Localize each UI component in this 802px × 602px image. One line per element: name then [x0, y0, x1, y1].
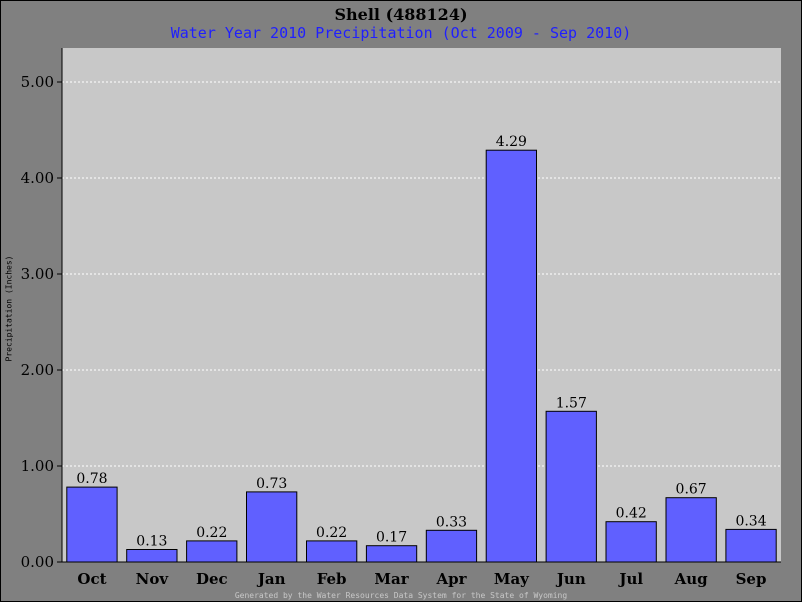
bar-jan — [246, 491, 298, 563]
bar-nov — [126, 549, 178, 563]
data-label: 0.22 — [196, 525, 227, 541]
x-tick-label: Oct — [77, 570, 106, 588]
plot-area — [62, 48, 781, 562]
bar-may — [485, 149, 538, 563]
bar-oct — [66, 486, 118, 563]
data-label: 0.34 — [735, 513, 766, 529]
y-tick-label: 5.00 — [21, 73, 54, 91]
bar-apr — [425, 529, 478, 563]
data-label: 0.22 — [316, 525, 347, 541]
x-axis: Oct Nov Dec Jan Feb Mar Apr May Jun Jul Aug Sep — [77, 570, 766, 588]
bar-mar — [365, 545, 418, 563]
bar-dec — [186, 540, 238, 563]
y-tick-label: 3.00 — [21, 265, 54, 283]
x-tick-label: Mar — [374, 570, 409, 588]
data-label: 0.67 — [676, 482, 707, 498]
y-tick-label: 2.00 — [21, 361, 54, 379]
bar-aug — [665, 497, 717, 563]
x-tick-label: Jun — [555, 570, 586, 588]
bar-jun — [545, 410, 597, 563]
x-tick-label: Aug — [674, 570, 709, 588]
data-label: 1.57 — [556, 395, 587, 411]
data-label: 0.42 — [616, 506, 647, 522]
x-tick-label: Jan — [256, 570, 286, 588]
x-tick-label: Apr — [435, 570, 467, 588]
y-tick-label: 1.00 — [21, 457, 54, 475]
y-tick-label: 0.00 — [21, 553, 54, 571]
y-tick-label: 4.00 — [21, 169, 54, 187]
data-label: 0.17 — [376, 530, 407, 546]
bars — [66, 149, 777, 563]
data-label: 0.13 — [136, 534, 167, 550]
x-tick-label: Dec — [196, 570, 228, 588]
x-tick-label: Nov — [136, 570, 170, 588]
chart-subtitle: Water Year 2010 Precipitation (Oct 2009 … — [170, 24, 632, 42]
x-tick-label: Jul — [617, 570, 643, 588]
data-label: 0.78 — [76, 471, 107, 487]
chart-title: Shell (488124) — [334, 5, 468, 24]
x-tick-label: Feb — [317, 570, 347, 588]
data-label: 0.73 — [256, 476, 287, 492]
bar-jul — [605, 521, 657, 563]
data-label: 0.33 — [436, 514, 467, 530]
y-axis: 0.00 1.00 2.00 3.00 4.00 5.00 — [21, 48, 781, 571]
x-tick-label: May — [494, 570, 530, 588]
data-label: 4.29 — [496, 134, 527, 150]
x-tick-label: Sep — [736, 570, 767, 588]
bar-feb — [306, 540, 358, 563]
footer-note: Generated by the Water Resources Data Sy… — [234, 591, 568, 600]
data-labels: 0.78 0.13 0.22 0.73 0.22 0.17 0.33 4.29 1.57 0.42… — [76, 134, 766, 549]
bar-sep — [725, 528, 777, 563]
